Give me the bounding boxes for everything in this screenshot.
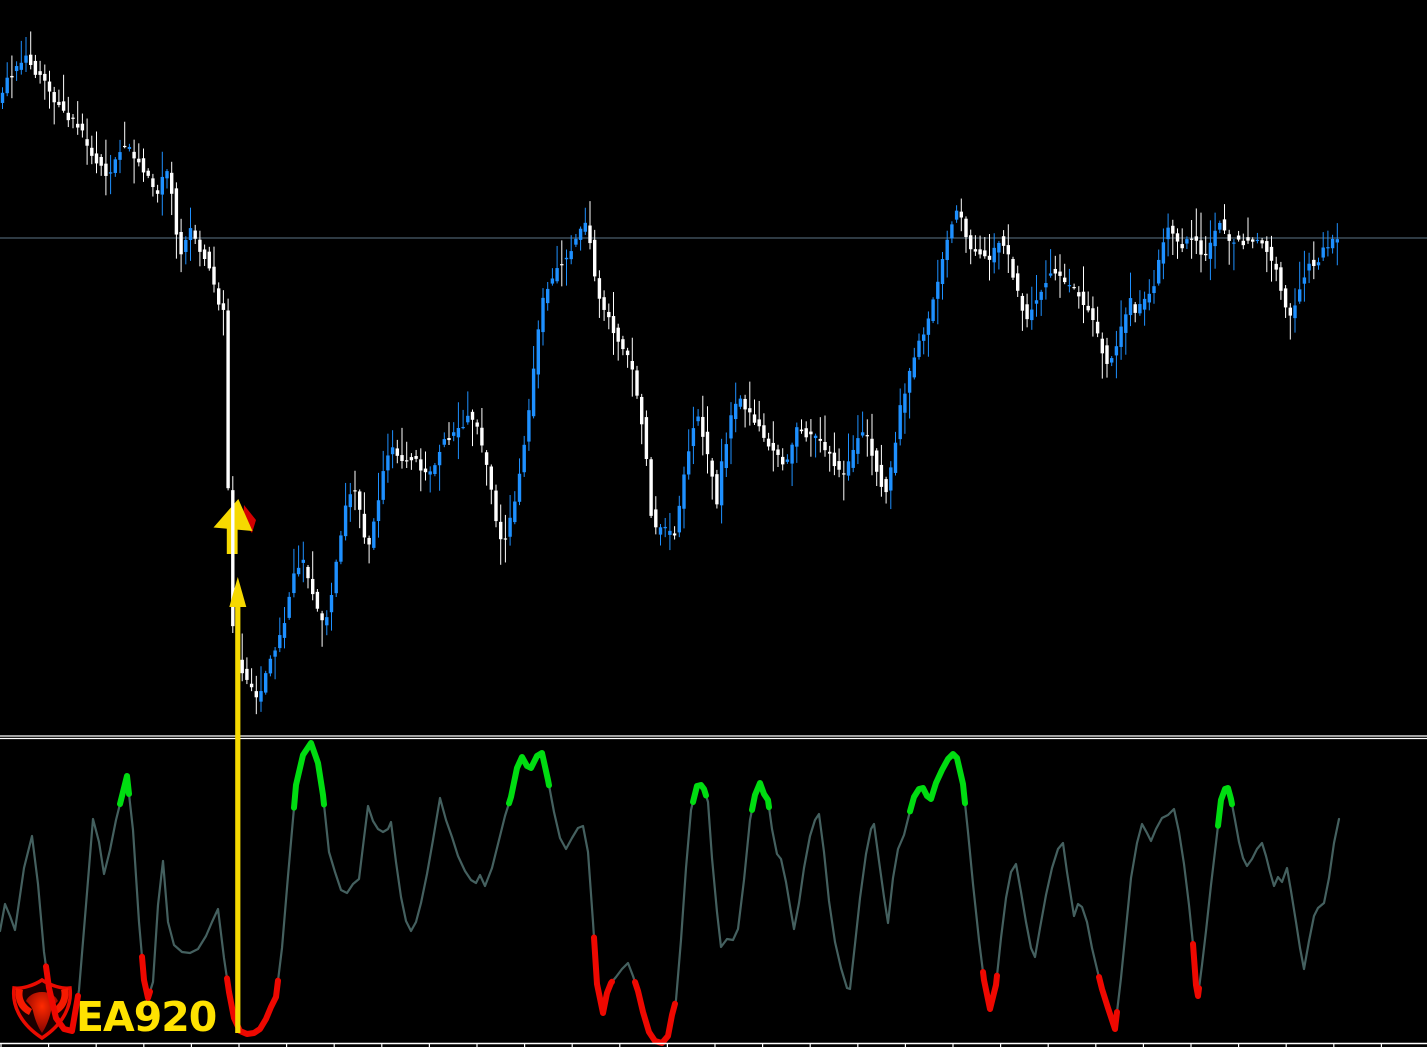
- candles-layer: [0, 31, 1339, 715]
- oscillator-layer: [0, 740, 1341, 1046]
- signal-vertical-arrow-icon: [229, 577, 247, 1033]
